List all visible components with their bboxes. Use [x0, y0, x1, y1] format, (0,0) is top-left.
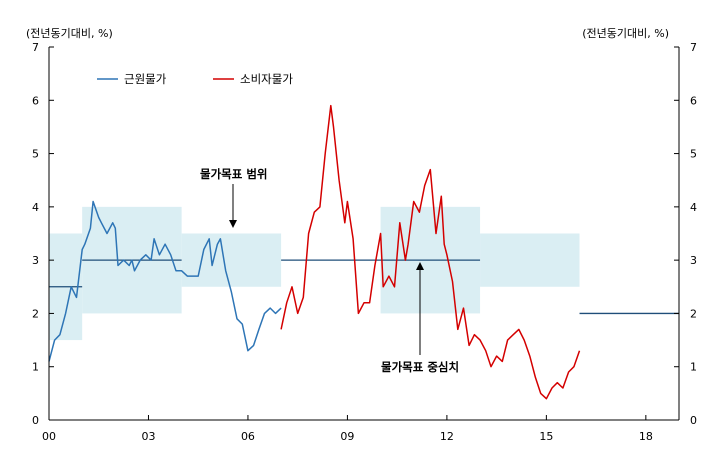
x-tick-label: 12 [440, 430, 454, 443]
annotation-target-range-arrowhead [229, 220, 237, 228]
x-tick-label: 15 [539, 430, 553, 443]
legend-label-cpi: 소비자물가 [240, 72, 293, 86]
y-left-tick-label: 6 [32, 94, 39, 107]
y-left-tick-label: 2 [32, 307, 39, 320]
y-right-tick-label: 1 [690, 361, 697, 374]
y-right-tick-label: 7 [690, 41, 697, 54]
y-left-tick-label: 3 [32, 254, 39, 267]
target-range-band-4 [480, 233, 580, 287]
y-right-tick-label: 2 [690, 307, 697, 320]
right-unit-label: (전년동기대비, %) [582, 27, 669, 40]
annotation-target-center: 물가목표 중심치 [381, 262, 459, 374]
y-left-tick-label: 1 [32, 361, 39, 374]
y-right-tick-label: 6 [690, 94, 697, 107]
annotation-target-range: 물가목표 범위 [200, 167, 267, 228]
y-right-tick-label: 0 [690, 414, 697, 427]
y-right-tick-label: 5 [690, 148, 697, 161]
left-unit-label: (전년동기대비, %) [26, 27, 113, 40]
x-tick-label: 03 [141, 430, 155, 443]
target-range-band-2 [181, 233, 282, 287]
legend: 근원물가 소비자물가 [97, 72, 293, 86]
series-lines [48, 104, 581, 400]
legend-label-core: 근원물가 [124, 72, 167, 86]
y-left-tick-label: 4 [32, 201, 39, 214]
x-tick-label: 00 [42, 430, 56, 443]
annotation-target-center-arrowhead [416, 262, 424, 270]
y-left-tick-label: 7 [32, 41, 39, 54]
x-tick-label: 09 [340, 430, 354, 443]
y-right-tick-label: 4 [690, 201, 697, 214]
x-tick-label: 18 [639, 430, 653, 443]
y-left-tick-label: 0 [32, 414, 39, 427]
y-left-tick-label: 5 [32, 148, 39, 161]
series-line-0 [48, 200, 282, 362]
x-tick-label: 06 [241, 430, 255, 443]
target-center-lines [49, 259, 679, 315]
series-line-1 [280, 104, 581, 400]
y-right-tick-label: 3 [690, 254, 697, 267]
annotation-target-center-label: 물가목표 중심치 [381, 360, 459, 374]
target-range-bands [49, 206, 580, 341]
annotation-target-range-label: 물가목표 범위 [200, 167, 267, 181]
